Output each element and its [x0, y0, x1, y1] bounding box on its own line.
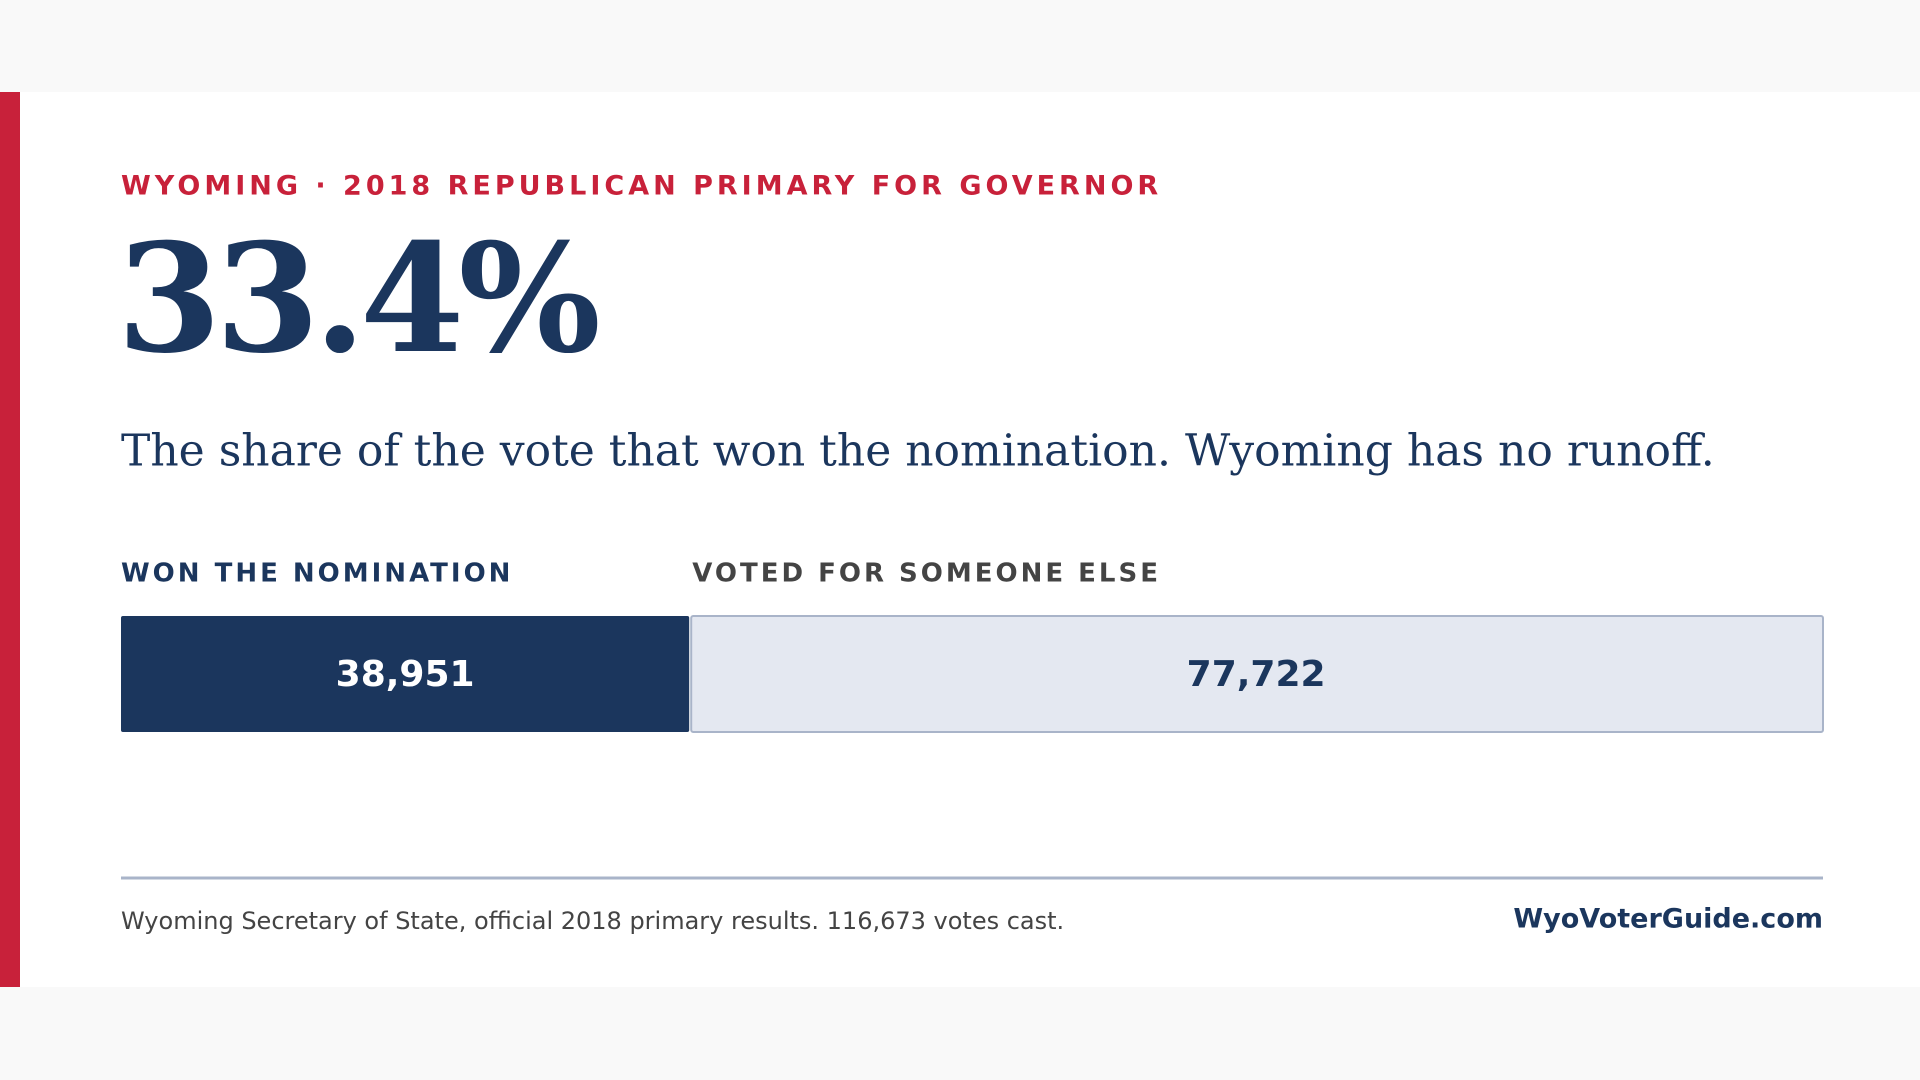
- bar-segment: [121, 616, 690, 732]
- bar-value-label: 38,951: [336, 654, 475, 695]
- legend-label: VOTED FOR SOMEONE ELSE: [692, 559, 1161, 589]
- credit-link[interactable]: WyoVoterGuide.com: [1513, 904, 1823, 935]
- card: [0, 92, 1920, 987]
- bar-segment: [690, 615, 1824, 733]
- headline: 33.4%: [117, 211, 597, 387]
- legend-label: WON THE NOMINATION: [121, 559, 513, 589]
- accent-bar: [0, 92, 20, 987]
- bar-value-label: 77,722: [1187, 654, 1326, 695]
- source-note: Wyoming Secretary of State, official 201…: [121, 907, 1064, 935]
- kicker: WYOMING · 2018 REPUBLICAN PRIMARY FOR GO…: [121, 171, 1162, 202]
- subtitle: The share of the vote that won the nomin…: [121, 426, 1715, 477]
